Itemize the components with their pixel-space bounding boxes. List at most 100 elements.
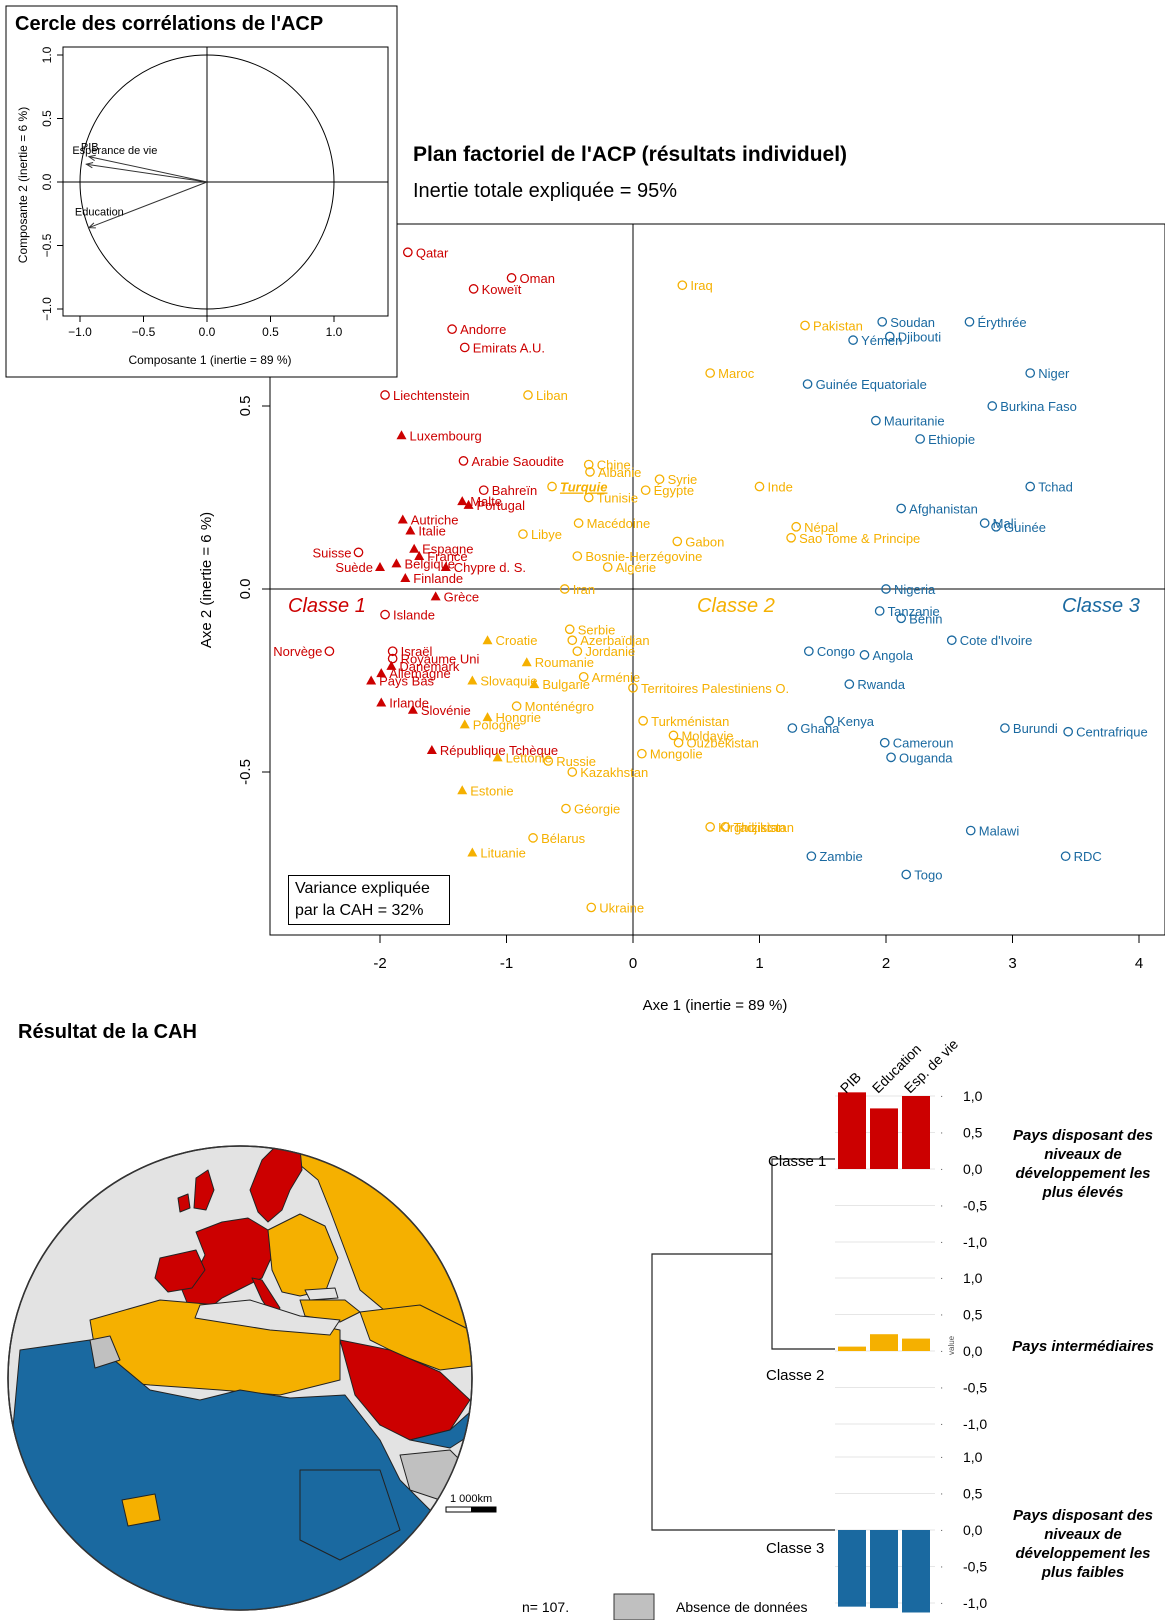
bar-tick-label: 0,5 — [963, 1486, 983, 1502]
point-italie — [405, 525, 416, 535]
point-label-mongolie: Mongolie — [650, 747, 703, 762]
variance-box-line-2: par la CAH = 32% — [295, 902, 424, 919]
dendrogram-class-3-label: Classe 3 — [766, 1540, 824, 1557]
point-kenya — [824, 715, 834, 726]
point-yemen — [848, 335, 858, 345]
point-bahrein — [478, 485, 489, 496]
bar-tick-label: 0,0 — [963, 1161, 983, 1177]
correlation-arrowhead-education — [87, 222, 96, 229]
bar-tick-mark: · — [940, 1164, 943, 1175]
point-label-grece: Grèce — [444, 589, 479, 604]
point-label-belgique: Belgique — [404, 556, 455, 571]
point-ouganda — [886, 752, 896, 763]
point-label-iran: Iran — [573, 582, 595, 597]
point-congo — [803, 646, 814, 657]
map-greenland — [150, 1040, 290, 1110]
bar-tick-mark: · — [940, 1562, 943, 1573]
point-label-burundi: Burundi — [1013, 721, 1058, 736]
point-label-yemen: Yémen — [861, 333, 902, 348]
correlation-vector-label-education: Education — [75, 207, 124, 219]
class-3-plane-label: Classe 3 — [1062, 595, 1140, 617]
point-slovenie — [407, 704, 418, 714]
point-ouzbekistan — [673, 737, 684, 748]
bar-tick-label: -1,0 — [963, 1234, 987, 1250]
point-label-syrie: Syrie — [668, 472, 698, 487]
point-mali — [979, 518, 990, 528]
factor-plane-y-axis: -0.5 0.0 0.5 — [237, 396, 270, 785]
point-label-turkmenistan: Turkménistan — [651, 714, 729, 729]
bar-classe-3-esp-de-vie — [902, 1530, 930, 1613]
point-label-macedoine: Macédoine — [587, 516, 651, 531]
point-label-zambie: Zambie — [819, 849, 862, 864]
legend-missing-label: Absence de données — [676, 1599, 808, 1615]
variance-explained-box: Variance expliquée par la CAH = 32% — [288, 875, 450, 925]
point-royaume-uni — [387, 653, 398, 664]
point-label-gabon: Gabon — [685, 534, 724, 549]
point-label-serbie: Serbie — [578, 622, 616, 637]
point-label-cameroun: Cameroun — [893, 736, 954, 751]
point-kirghizistan — [705, 822, 716, 832]
point-danemark — [386, 660, 397, 670]
map-western-sahara — [89, 1335, 121, 1369]
factor-plane-x-axis: -2 -1 0 1 2 3 4 — [373, 935, 1143, 972]
point-label-soudan: Soudan — [890, 315, 935, 330]
point-label-france: France — [427, 549, 467, 564]
point-autriche — [397, 514, 408, 524]
dendrogram-link-1-2 — [771, 1158, 835, 1350]
factor-plane-y-tick-label: -0.5 — [237, 759, 254, 785]
map-iberia — [154, 1249, 206, 1293]
factor-plane-subtitle: Inertie totale expliquée = 95% — [413, 180, 677, 202]
point-label-malawi: Malawi — [979, 824, 1020, 839]
point-label-pologne: Pologne — [473, 717, 521, 732]
bar-classe-3-pib — [838, 1530, 866, 1607]
point-label-andorre: Andorre — [460, 322, 506, 337]
point-afghanistan — [896, 503, 907, 514]
point-label-afghanistan: Afghanistan — [909, 501, 978, 516]
point-label-chypre-d-s: Chypre d. S. — [454, 560, 526, 575]
correlation-x-tick-label: −1.0 — [68, 325, 92, 339]
factor-plane-y-label: Axe 2 (inertie = 6 %) — [198, 512, 215, 648]
point-turquie — [547, 481, 557, 492]
correlation-y-tick-label: −1.0 — [40, 297, 54, 321]
point-label-italie: Italie — [418, 523, 445, 538]
point-label-azerbaidjan: Azerbaïdjan — [580, 633, 649, 648]
point-label-nigeria: Nigeria — [894, 582, 936, 597]
point-arabie-saoudite — [458, 456, 469, 466]
point-jordanie — [572, 646, 583, 657]
point-emirats-a-u — [459, 342, 470, 353]
correlation-vector-label-pib: PIB — [81, 142, 99, 154]
point-label-pakistan: Pakistan — [813, 318, 863, 333]
correlation-x-tick-label: 1.0 — [326, 325, 343, 339]
point-azerbaidjan — [567, 635, 578, 646]
point-malawi — [965, 825, 976, 836]
point-russie — [543, 756, 554, 766]
point-togo — [901, 869, 912, 880]
point-label-portugal: Portugal — [477, 498, 526, 513]
point-algerie — [602, 562, 613, 572]
map-black-sea — [304, 1287, 339, 1301]
correlation-x-tick-label: 0.0 — [199, 325, 216, 339]
point-label-bulgarie: Bulgarie — [542, 677, 590, 692]
correlation-vector-education — [88, 181, 208, 229]
correlation-arrowhead-esperance-de-vie — [85, 161, 94, 169]
point-label-russie: Russie — [556, 754, 596, 769]
point-label-emirats-a-u: Emirats A.U. — [473, 340, 545, 355]
point-label-cote-d-ivoire: Cote d'Ivoire — [960, 633, 1033, 648]
point-centrafrique — [1063, 726, 1074, 737]
point-label-republique-tcheque: République Tchèque — [440, 743, 558, 758]
point-cameroun — [879, 737, 890, 748]
point-tanzanie — [874, 606, 885, 616]
point-label-angola: Angola — [872, 648, 913, 663]
point-maroc — [705, 368, 716, 378]
correlation-vector-label-esperance-de-vie: Espérance de vie — [72, 145, 157, 157]
point-angola — [859, 650, 870, 660]
correlation-y-tick-label: 1.0 — [40, 46, 54, 63]
point-label-rdc: RDC — [1074, 849, 1102, 864]
bar-tick-label: -0,5 — [963, 1380, 987, 1396]
map-uk-ireland — [177, 1169, 215, 1213]
point-iran — [559, 584, 570, 594]
point-label-burkina-faso: Burkina Faso — [1000, 399, 1077, 414]
point-label-turquie: Turquie — [560, 480, 607, 495]
point-label-oman: Oman — [520, 271, 555, 286]
